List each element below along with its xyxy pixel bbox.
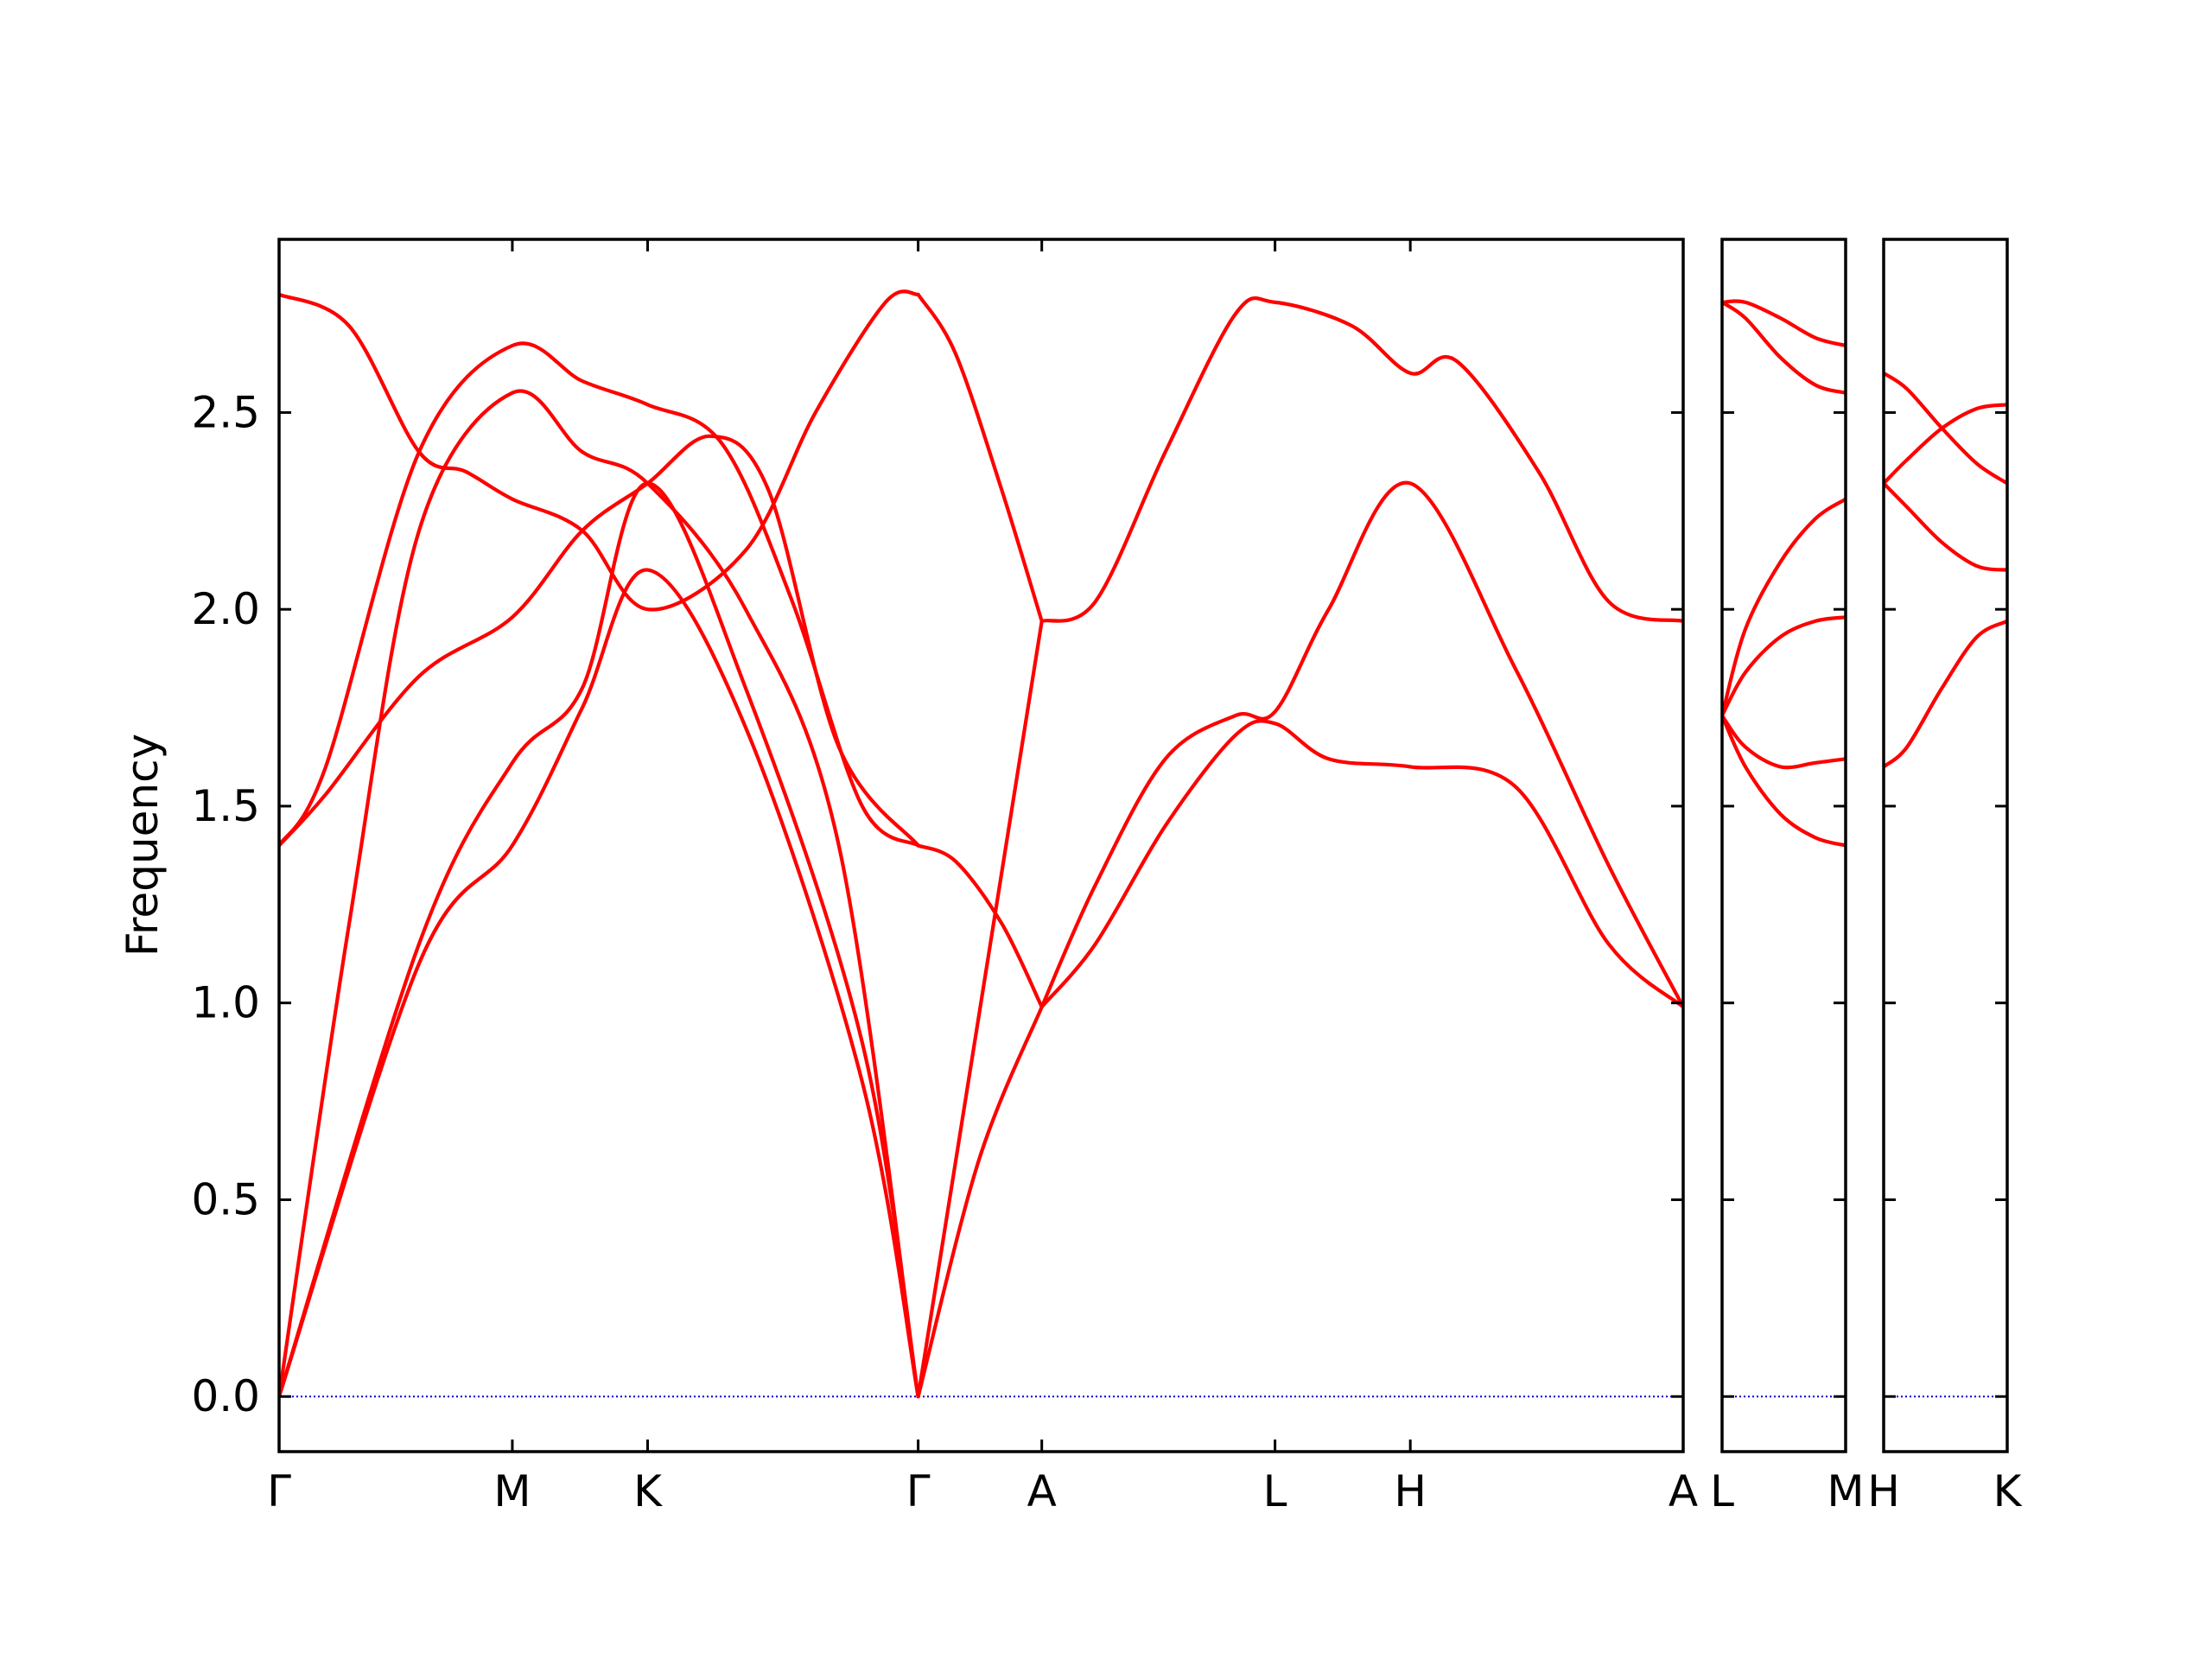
x-tick-label: M — [493, 1466, 531, 1516]
band-line-9 — [916, 619, 1044, 1399]
x-tick-label: H — [1867, 1466, 1900, 1516]
y-axis-label: Frequency — [118, 734, 168, 957]
x-tick-label: K — [633, 1466, 663, 1516]
x-tick-label: Γ — [906, 1466, 931, 1516]
panel-frame — [1882, 238, 2009, 1453]
x-tick-label: H — [1394, 1466, 1427, 1516]
band-line-12 — [1039, 719, 1683, 1009]
band-line-3 — [1884, 371, 2007, 486]
x-tick-label: L — [1263, 1466, 1287, 1516]
band-line-2 — [1722, 615, 1846, 718]
band-line-5 — [1722, 299, 1846, 348]
x-tick-label: M — [1827, 1466, 1864, 1516]
y-tick-label: 0.5 — [191, 1174, 260, 1224]
band-line-6 — [279, 289, 920, 612]
band-line-2 — [1884, 481, 2007, 572]
y-tick-label: 2.5 — [191, 387, 260, 437]
band-line-10 — [916, 1005, 1044, 1399]
panel-main: 0.0 0.5 1.0 1.5 2.0 2.5 Γ M K Γ A L H A — [191, 238, 1698, 1516]
panels-layer: 0.00.51.01.52.02.5Γ M K Γ A L H A L M H K — [191, 238, 2023, 1516]
panel-frame — [1720, 238, 1847, 1453]
band-line-11 — [1039, 480, 1683, 1009]
y-tick-label: 1.5 — [191, 781, 260, 831]
y-tick-label: 2.0 — [191, 584, 260, 634]
band-line-8 — [916, 292, 1044, 623]
band-line-4 — [1722, 714, 1846, 848]
band-line-6 — [1722, 300, 1846, 395]
x-tick-label: K — [1993, 1466, 2023, 1516]
band-line-5 — [279, 389, 920, 1399]
band-line-7 — [916, 843, 1044, 1009]
y-tick-label: 1.0 — [191, 978, 260, 1028]
band-line-4 — [279, 434, 920, 848]
band-line-4 — [1884, 619, 2007, 769]
x-tick-label: Γ — [267, 1466, 291, 1516]
band-line-2 — [279, 481, 920, 1399]
band-line-13 — [1039, 296, 1683, 623]
x-tick-label: A — [1669, 1466, 1698, 1516]
x-tick-label: L — [1710, 1466, 1734, 1516]
bands-group — [279, 289, 1683, 1399]
band-line-1 — [1722, 497, 1846, 718]
bands-group — [1884, 371, 2007, 769]
band-line-3 — [279, 341, 920, 848]
bands-group — [1722, 299, 1846, 848]
x-tick-label: A — [1027, 1466, 1057, 1516]
band-line-3 — [1722, 714, 1846, 770]
panel-frame — [277, 238, 1685, 1453]
y-tick-label: 0.0 — [191, 1371, 260, 1421]
